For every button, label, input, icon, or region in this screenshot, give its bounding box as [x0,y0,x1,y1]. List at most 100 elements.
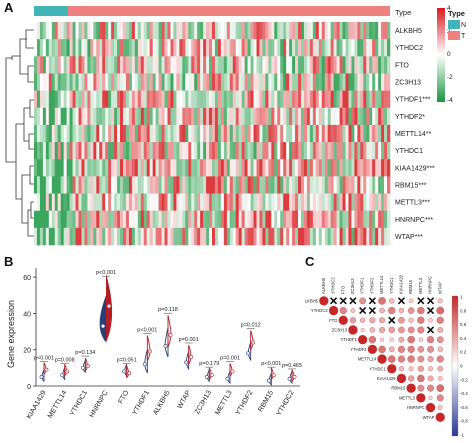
heatmap-cell [298,39,302,57]
heatmap-cell [143,22,148,40]
heatmap-cell [312,176,317,194]
heatmap-cell [303,176,308,194]
median-normal [163,344,168,348]
heatmap-cell [268,193,272,211]
heatmap-cell [200,124,204,143]
heatmap-cell [123,159,127,177]
violin-tumor [188,344,192,366]
heatmap-cell [247,73,251,91]
heatmap-cell [39,176,44,194]
heatmap-cell [238,159,242,177]
heatmap-cell [342,159,346,177]
heatmap-cell [277,90,281,109]
violins [39,273,297,386]
heatmap-cell [333,227,337,246]
violin-x-label: WTAP [176,389,192,410]
heatmap-cell [78,227,82,246]
heatmap-cell [99,193,103,211]
heatmap-cell [348,124,352,143]
correlation-circle [427,375,434,382]
heatmap-cell [179,124,183,143]
heatmap-cell [223,56,228,74]
heatmap-cell [378,56,382,74]
heatmap-cell [200,159,204,177]
heatmap-cell [173,176,177,194]
heatmap-cell [223,124,228,143]
heatmap-cell [327,176,331,194]
heatmap-cell [217,159,222,177]
heatmap-cell [265,142,269,160]
heatmap-cell [75,56,79,74]
heatmap-cell [256,56,260,74]
heatmap-cell [167,22,171,40]
heatmap-cell [363,107,367,126]
correlation-cross [329,297,338,305]
heatmap-cell [108,73,112,91]
heatmap-cell [366,124,370,143]
p-value: p=0.134 [75,350,95,356]
heatmap-cell [324,39,328,57]
heatmap-cell [66,39,70,57]
heatmap-cell [34,39,38,57]
median-normal [80,365,85,370]
heatmap-cell [176,142,180,160]
heatmap-cell [90,210,94,229]
heatmap-cell [327,90,331,109]
heatmap-cell [336,124,340,143]
heatmap-cell [280,176,284,194]
heatmap-cell [120,56,124,74]
heatmap-cell [84,73,88,91]
heatmap-cell [164,22,168,40]
heatmap-cell [283,210,287,229]
heatmap-cell [214,159,219,177]
heatmap-cell [366,227,370,246]
heatmap-cell [286,73,290,91]
heatmap-cell [54,56,59,74]
median-tumor [189,355,194,359]
heatmap-cell [63,193,67,211]
heatmap-cell [229,142,234,160]
heatmap-cell [292,176,296,194]
heatmap-cell [235,227,239,246]
heatmap-cell [102,39,106,57]
p-value: p=0.012 [241,322,261,328]
violin-x-label: METTL3 [214,389,234,416]
median-normal [60,373,65,378]
heatmap-cell [200,193,204,211]
violin-x-label: YTHDF1 [131,389,151,416]
heatmap-cell [378,39,382,57]
heatmap-cell [354,227,358,246]
heatmap-cell [298,107,302,126]
heatmap-cell [158,56,162,74]
heatmap-cell [309,124,314,143]
heatmap-cell [34,56,38,74]
heatmap-cell [241,22,245,40]
violin-tumor [146,335,151,362]
correlation-diagonal [396,373,407,384]
heatmap-cell [351,124,355,143]
heatmap-cell [78,193,82,211]
heatmap-cell [306,176,311,194]
correlation-circle [408,298,414,304]
heatmap-cell [176,107,180,126]
heatmap-cell [48,124,53,143]
heatmap-cell [173,124,177,143]
heatmap-cell [194,176,198,194]
heatmap-cell [226,22,231,40]
heatmap-cell [206,22,210,40]
heatmap-cell [348,210,352,229]
heatmap-cell [250,193,254,211]
heatmap-cell [173,142,177,160]
heatmap-cell [289,176,293,194]
heatmap-cell [69,56,73,74]
heatmap-cell [197,73,201,91]
heatmap-cell [357,90,361,109]
heatmap-cell [78,124,82,143]
heatmap-cell [155,193,159,211]
p-value: p<0.001 [261,361,281,367]
heatmap-cell [51,107,56,126]
heatmap-cell [217,142,222,160]
heatmap-cell [206,159,210,177]
heatmap-cell [354,107,358,126]
heatmap-cell [39,193,44,211]
